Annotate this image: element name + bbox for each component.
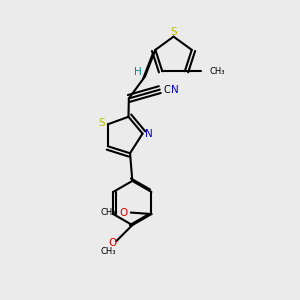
Text: CH₃: CH₃ <box>210 67 225 76</box>
Text: O: O <box>108 238 116 248</box>
Text: N: N <box>171 85 179 94</box>
Text: O: O <box>120 208 128 218</box>
Text: S: S <box>99 118 105 128</box>
Text: S: S <box>170 27 177 37</box>
Text: N: N <box>145 129 152 139</box>
Text: C: C <box>163 85 170 94</box>
Text: CH₃: CH₃ <box>100 247 116 256</box>
Text: H: H <box>134 67 142 77</box>
Text: CH₃: CH₃ <box>100 208 116 217</box>
